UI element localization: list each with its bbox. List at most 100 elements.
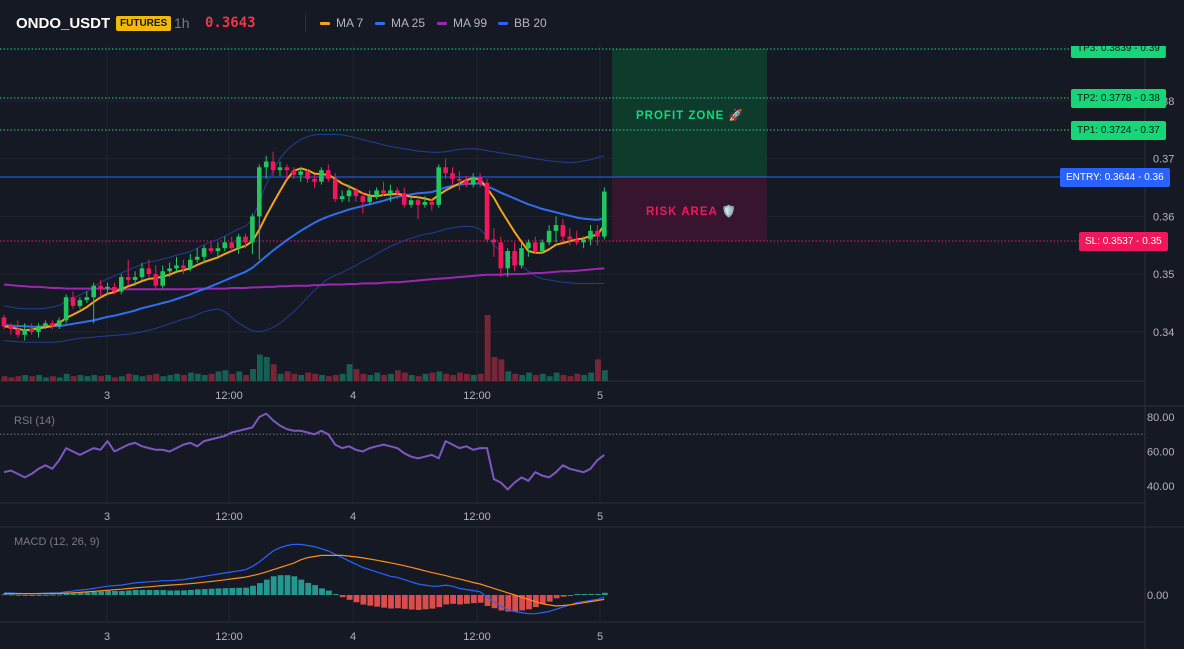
candle-body bbox=[450, 173, 455, 179]
candle-body bbox=[215, 248, 221, 252]
volume-bar bbox=[77, 375, 84, 381]
time-axis-label-main: 4 bbox=[350, 390, 356, 402]
volume-bar bbox=[588, 372, 594, 381]
macd-histogram-bar bbox=[581, 593, 588, 595]
macd-histogram-bar bbox=[464, 595, 470, 604]
candlesticks bbox=[1, 151, 607, 341]
macd-histogram-bar bbox=[98, 591, 105, 595]
volume-bar bbox=[519, 375, 525, 381]
volume-bar bbox=[305, 372, 312, 381]
price-axis-label: 0.35 bbox=[1153, 269, 1174, 281]
legend-bb20[interactable]: BB 20 bbox=[498, 16, 547, 30]
candle-body bbox=[277, 167, 283, 171]
volume-bar bbox=[160, 376, 167, 381]
candle-body bbox=[70, 297, 76, 306]
volume-bar bbox=[505, 371, 512, 381]
volume-bar bbox=[470, 375, 477, 381]
time-axis-label-macd: 5 bbox=[597, 631, 603, 643]
macd-histogram-bar bbox=[291, 576, 298, 595]
legend-bb20-label: BB 20 bbox=[514, 16, 547, 30]
macd-histogram-bar bbox=[298, 579, 305, 595]
volume-bar bbox=[105, 375, 111, 381]
macd-histogram-bar bbox=[139, 590, 146, 595]
ma25-swatch bbox=[375, 21, 385, 25]
time-axis-label-macd: 4 bbox=[350, 631, 356, 643]
macd-histogram-bar bbox=[277, 575, 284, 595]
candle-body bbox=[284, 167, 290, 171]
macd-histogram-bar bbox=[429, 595, 436, 609]
macd-histogram-bar bbox=[8, 594, 15, 596]
macd-histogram-bar bbox=[470, 595, 477, 604]
candle-body bbox=[222, 242, 228, 249]
volume-bar bbox=[270, 364, 277, 381]
futures-badge: FUTURES bbox=[116, 16, 172, 31]
time-axis-label-macd: 12:00 bbox=[215, 631, 243, 643]
macd-axis-label: 0.00 bbox=[1147, 590, 1168, 602]
ma99-swatch bbox=[437, 21, 447, 25]
last-price: 0.3643 bbox=[205, 15, 256, 31]
macd-histogram-bar bbox=[84, 592, 91, 595]
macd-histogram-bar bbox=[43, 594, 49, 596]
macd-histogram-bar bbox=[353, 595, 360, 603]
volume-bar bbox=[553, 372, 560, 381]
macd-histogram-bar bbox=[22, 595, 29, 596]
candle-body bbox=[346, 190, 352, 197]
legend-ma7[interactable]: MA 7 bbox=[320, 16, 363, 30]
macd-histogram-bar bbox=[63, 593, 70, 595]
volume-bar bbox=[277, 373, 284, 381]
macd-histogram-bar bbox=[263, 579, 270, 595]
volume-bar bbox=[84, 376, 91, 381]
rsi-label: RSI (14) bbox=[14, 415, 55, 427]
legend-ma99-label: MA 99 bbox=[453, 16, 488, 30]
macd-histogram-bar bbox=[512, 595, 519, 612]
volume-bar bbox=[381, 375, 387, 381]
volume-bar bbox=[484, 315, 491, 381]
macd-histogram-bar bbox=[270, 576, 277, 595]
rsi-pane bbox=[0, 412, 1145, 491]
volume-bar bbox=[50, 376, 56, 381]
volume-bar bbox=[43, 377, 49, 381]
time-axis-label-macd: 3 bbox=[104, 631, 110, 643]
candle-body bbox=[105, 286, 110, 289]
candle-body bbox=[181, 265, 186, 269]
candle-body bbox=[174, 265, 179, 269]
candle-body bbox=[401, 193, 407, 205]
volume-bar bbox=[443, 373, 450, 381]
volume-bar bbox=[401, 372, 408, 381]
bollinger-bands bbox=[3, 133, 605, 343]
macd-histogram-bar bbox=[602, 592, 608, 595]
symbol-name[interactable]: ONDO_USDT bbox=[16, 15, 111, 32]
volume-bar bbox=[229, 373, 236, 381]
legend-ma25[interactable]: MA 25 bbox=[375, 16, 425, 30]
candle-body bbox=[50, 323, 55, 327]
volume-bar bbox=[457, 372, 463, 381]
macd-histogram-bar bbox=[305, 582, 312, 595]
volume-bar bbox=[332, 375, 339, 381]
candle-body bbox=[1, 317, 7, 327]
volume-bar bbox=[139, 376, 146, 381]
volume-bar bbox=[436, 371, 443, 381]
volume-bar bbox=[194, 373, 201, 381]
volume-bar bbox=[208, 373, 215, 381]
volume-bar bbox=[22, 375, 29, 381]
legend-ma99[interactable]: MA 99 bbox=[437, 16, 487, 30]
price-axis-label: 0.37 bbox=[1153, 154, 1174, 166]
macd-histogram-bar bbox=[326, 590, 332, 595]
volume-bar bbox=[498, 359, 505, 381]
candle-body bbox=[477, 177, 483, 183]
candle-body bbox=[312, 178, 317, 182]
candle-body bbox=[319, 170, 324, 182]
macd-histogram-bar bbox=[422, 595, 429, 610]
volume-bar bbox=[567, 376, 574, 381]
candle-body bbox=[422, 201, 428, 205]
candle-body bbox=[581, 239, 586, 243]
interval-selector[interactable]: 1h bbox=[174, 15, 190, 31]
macd-histogram-bar bbox=[339, 595, 346, 598]
volume-bar bbox=[367, 375, 374, 381]
volume-bar bbox=[222, 370, 229, 381]
candle-body bbox=[63, 297, 69, 321]
macd-histogram-bar bbox=[401, 595, 408, 609]
volume-bar bbox=[429, 372, 436, 381]
volume-bar bbox=[36, 375, 42, 381]
